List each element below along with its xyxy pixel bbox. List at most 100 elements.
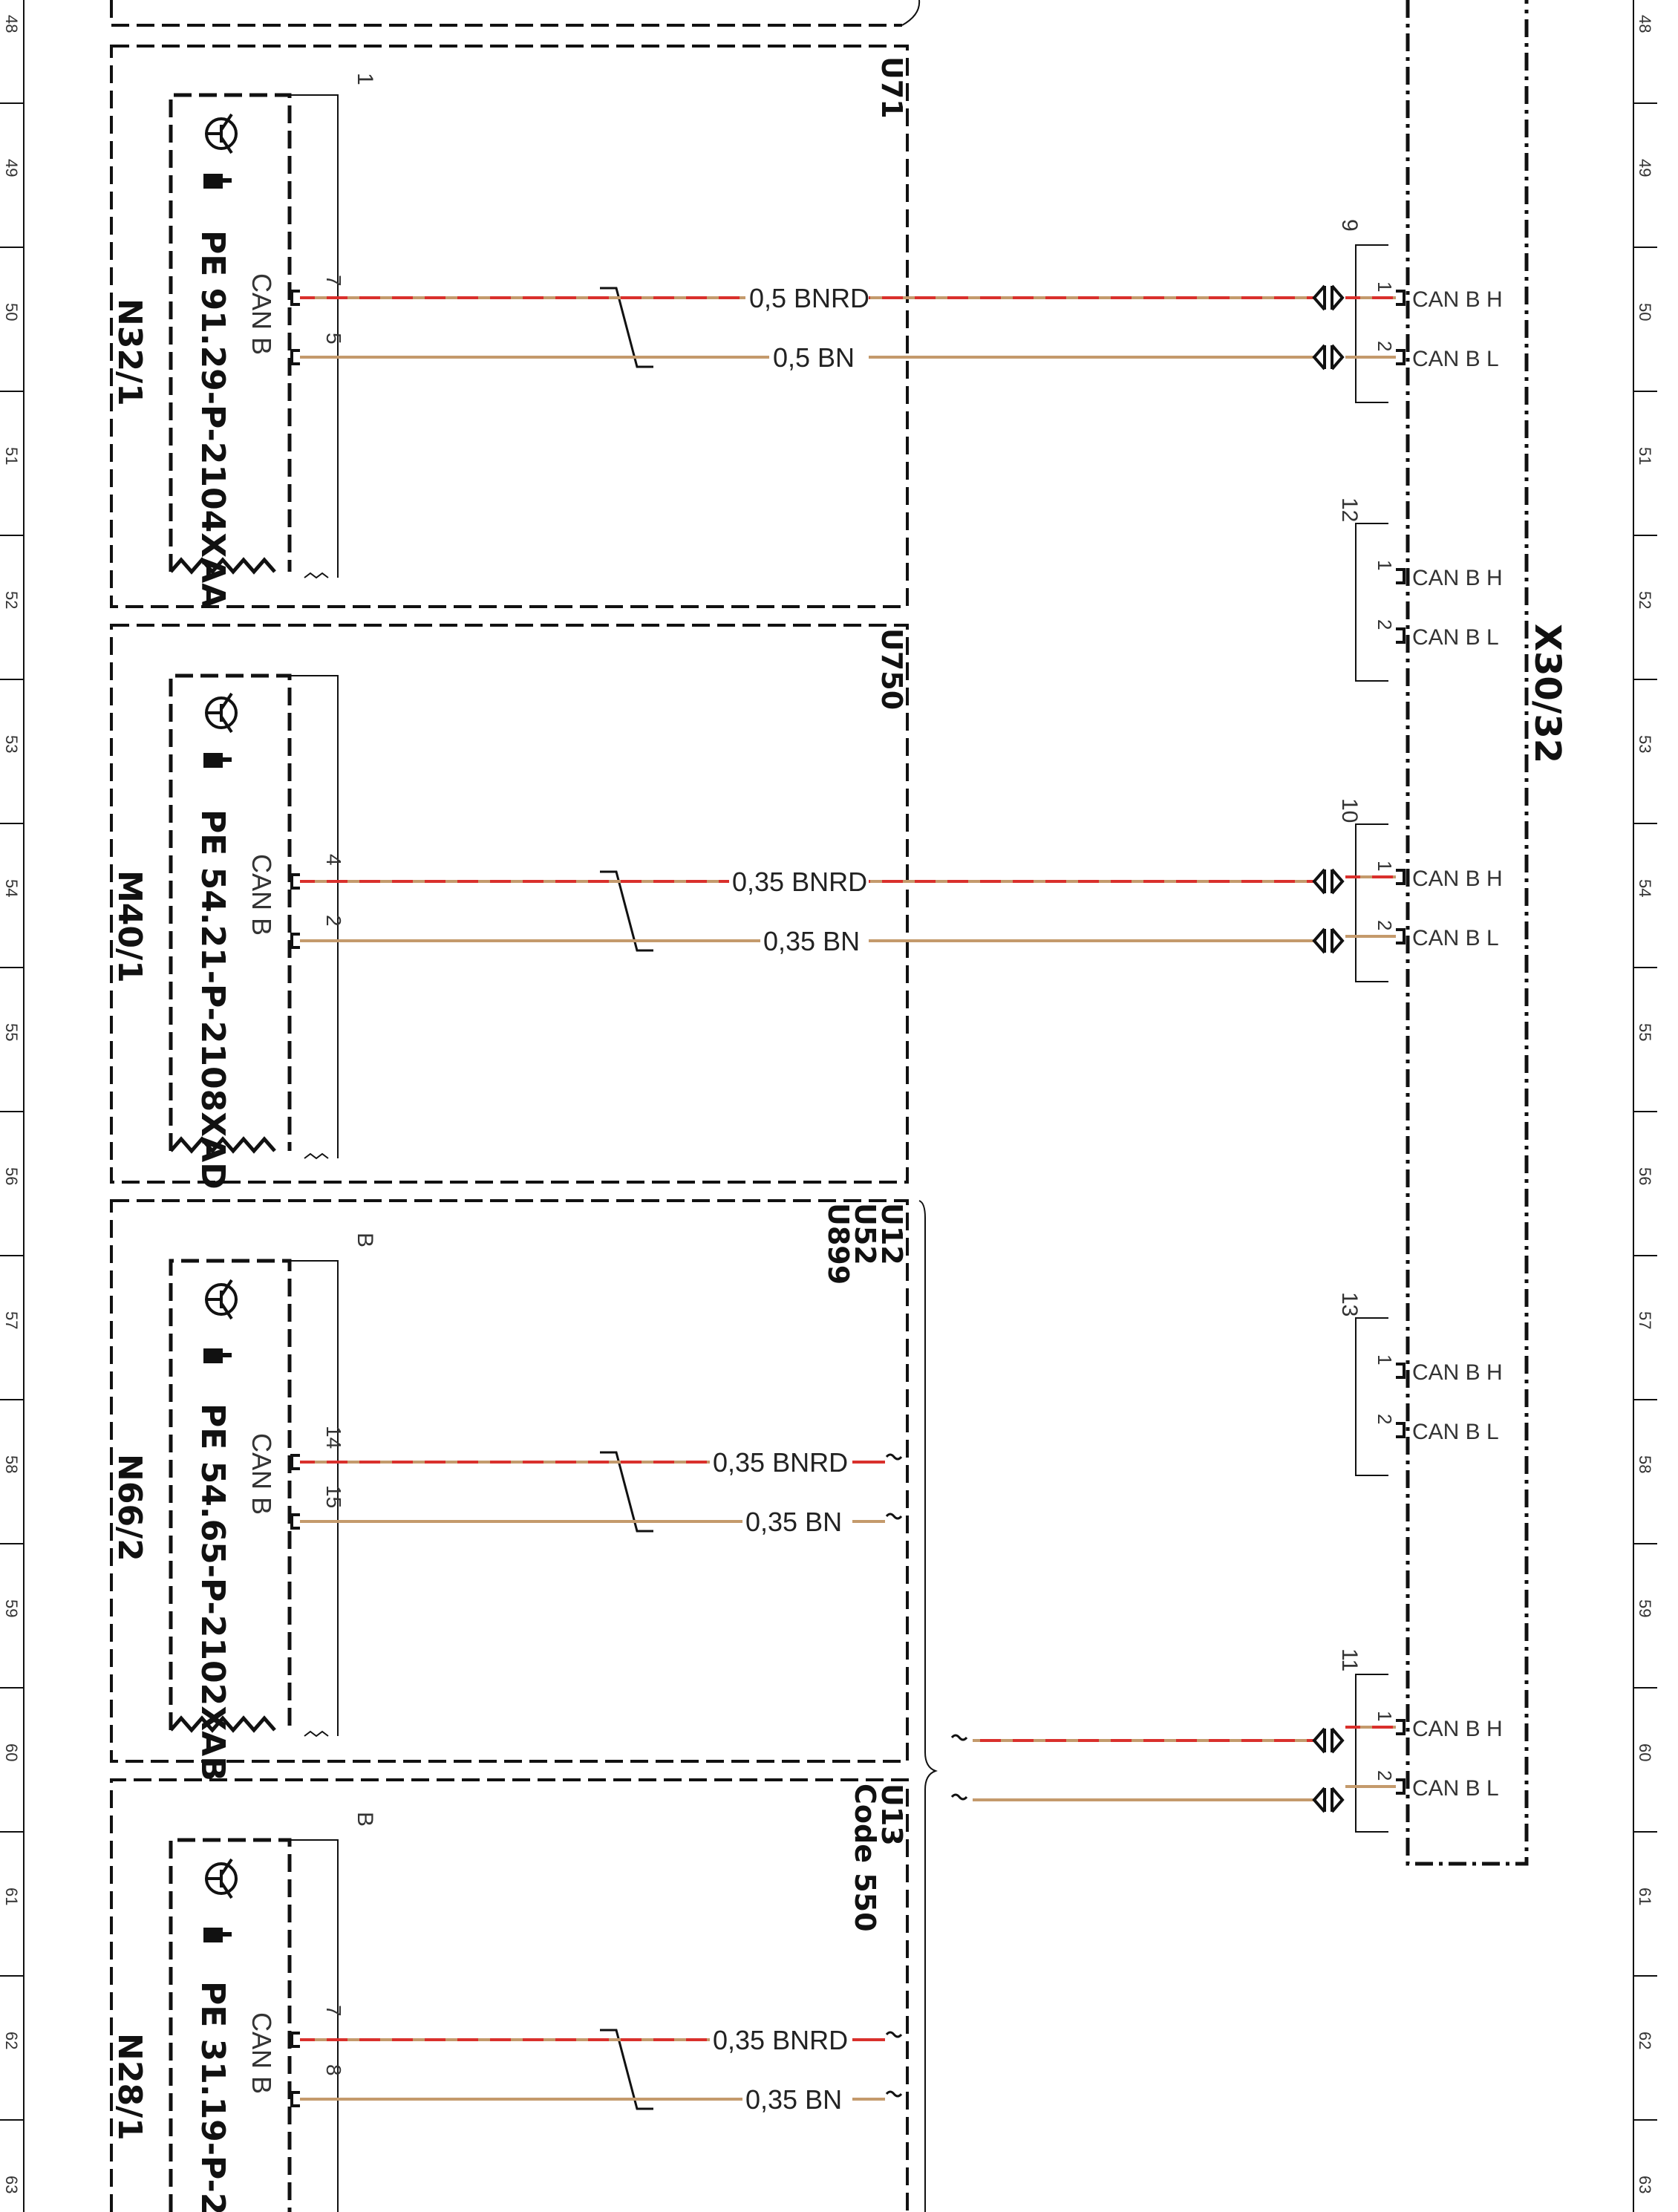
wire-bn	[1345, 1785, 1396, 1788]
section-box-u13	[110, 1778, 909, 2212]
connector-group-9: 9 1 CAN B H 2 CAN B L	[1337, 219, 1503, 403]
row-number: 53	[1636, 735, 1654, 753]
signal-label: CAN B L	[1412, 1776, 1499, 1801]
connector-pin-number: 2	[1374, 341, 1396, 351]
row-number: 58	[2, 1455, 21, 1473]
connector-arrow-icon	[1312, 1787, 1345, 1813]
connector-arrow-icon	[1312, 1727, 1345, 1754]
wire-bn	[852, 2098, 885, 2101]
row-number: 50	[1636, 303, 1654, 321]
connector-group-number: 11	[1337, 1648, 1362, 1671]
incoming-wires-group-11	[950, 1727, 1345, 1813]
module-id: N66/2	[111, 1454, 148, 1562]
wire-label: 0,5 BNRD	[749, 283, 869, 313]
pin-number: 15	[322, 1485, 345, 1508]
transistor-icon	[205, 692, 238, 734]
pin-number: 4	[322, 854, 345, 866]
connector-arrow-icon	[1312, 927, 1345, 954]
wire-bnrd	[300, 880, 729, 883]
connector-pin-number: 2	[1374, 1770, 1396, 1781]
wire-bnrd	[869, 296, 1314, 299]
signal-label: CAN B L	[1412, 625, 1499, 650]
doc-reference: PE 54.21-P-2108XAD	[194, 809, 232, 1190]
section-label-u13: U13	[875, 1784, 908, 1846]
wire-bnrd	[973, 1739, 1314, 1742]
section-box-u750	[110, 624, 909, 1184]
bus-label: CAN B	[247, 854, 277, 936]
row-number: 56	[1636, 1167, 1654, 1185]
connector-pin-number: 2	[1374, 619, 1396, 630]
wire-bn	[869, 356, 1314, 359]
connector-pin-number: 1	[1374, 560, 1396, 570]
top-partial-enclosure	[110, 0, 921, 27]
module-n32-1: PE 91.29-P-2104XAA CAN B N32/1 1 7 5 0,5…	[111, 73, 1345, 608]
wire-bn	[300, 2098, 742, 2101]
connector-pin-number: 1	[1374, 281, 1396, 292]
connector-group-10: 10 1 CAN B H 2 CAN B L	[1337, 798, 1503, 982]
wire-bn	[973, 1798, 1314, 1801]
right-row-ruler: 48 49 50 51 52 53 54 55 56 57 58 59 60 61 62 63	[1633, 0, 1657, 2212]
module-id: M40/1	[111, 870, 148, 983]
row-number: 58	[1636, 1455, 1654, 1473]
connector-group-number: 9	[1337, 219, 1362, 232]
section-label-u899: U899	[822, 1203, 855, 1285]
corner-mark: B	[353, 1233, 377, 1247]
signal-label: CAN B L	[1412, 347, 1499, 371]
wire-bnrd	[300, 1461, 710, 1464]
signal-label: CAN B H	[1412, 566, 1503, 590]
connector-pin-number: 1	[1374, 1711, 1396, 1721]
row-number: 52	[1636, 591, 1654, 609]
pin-number: 2	[322, 915, 345, 927]
wire-label: 0,35 BN	[763, 926, 860, 956]
row-number: 48	[1636, 15, 1654, 33]
signal-label: CAN B L	[1412, 1420, 1499, 1444]
wire-bnrd	[1345, 1726, 1396, 1729]
row-number: 60	[2, 1743, 21, 1761]
transistor-icon	[205, 1279, 238, 1320]
wire-bn	[300, 939, 760, 942]
wire-bnrd	[1345, 296, 1396, 299]
row-number: 55	[2, 1023, 21, 1041]
row-number: 52	[2, 591, 21, 609]
hand-pointer-icon	[203, 1348, 232, 1363]
wire-bnrd	[852, 2038, 885, 2041]
doc-reference: PE 91.29-P-2104XAA	[194, 230, 232, 608]
row-number: 51	[1636, 447, 1654, 465]
row-number: 63	[2, 2176, 21, 2193]
hand-pointer-icon	[203, 1928, 232, 1942]
wire-label: 0,35 BN	[745, 1507, 842, 1537]
wire-bn	[300, 1520, 742, 1523]
bus-label: CAN B	[247, 1433, 277, 1515]
connector-group-number: 10	[1337, 798, 1362, 823]
section-label-u71: U71	[875, 56, 908, 119]
wire-bn	[1345, 356, 1396, 359]
module-m40-1: PE 54.21-P-2108XAD CAN B M40/1 4 2 0,35 …	[111, 673, 1345, 1190]
row-number: 53	[2, 735, 21, 753]
wire-label: 0,35 BNRD	[713, 1447, 848, 1478]
wire-bn	[300, 356, 769, 359]
module-n66-2: PE 54.65-P-2102XAB CAN B N66/2 B 14 15 0…	[111, 1233, 903, 1781]
wire-bnrd	[1345, 875, 1396, 878]
corner-mark: B	[353, 1812, 377, 1827]
row-number: 51	[2, 447, 21, 465]
section-box-u71	[110, 45, 909, 608]
row-number: 60	[1636, 1743, 1654, 1761]
row-number: 56	[2, 1167, 21, 1185]
connector-pin-number: 2	[1374, 1414, 1396, 1424]
module-id: N28/1	[111, 2033, 148, 2141]
row-number: 61	[2, 1888, 21, 1905]
row-number: 57	[1636, 1311, 1654, 1329]
section-box-u12	[110, 1199, 909, 1763]
pin-number: 7	[322, 275, 345, 287]
transistor-icon	[205, 1858, 238, 1899]
corner-mark: 1	[353, 73, 377, 85]
wire-bn	[1345, 935, 1396, 938]
connector-pin-number: 2	[1374, 920, 1396, 930]
signal-label: CAN B H	[1412, 287, 1503, 312]
wire-label: 0,5 BN	[773, 342, 855, 373]
wire-label: 0,35 BN	[745, 2084, 842, 2115]
pin-number: 5	[322, 333, 345, 345]
